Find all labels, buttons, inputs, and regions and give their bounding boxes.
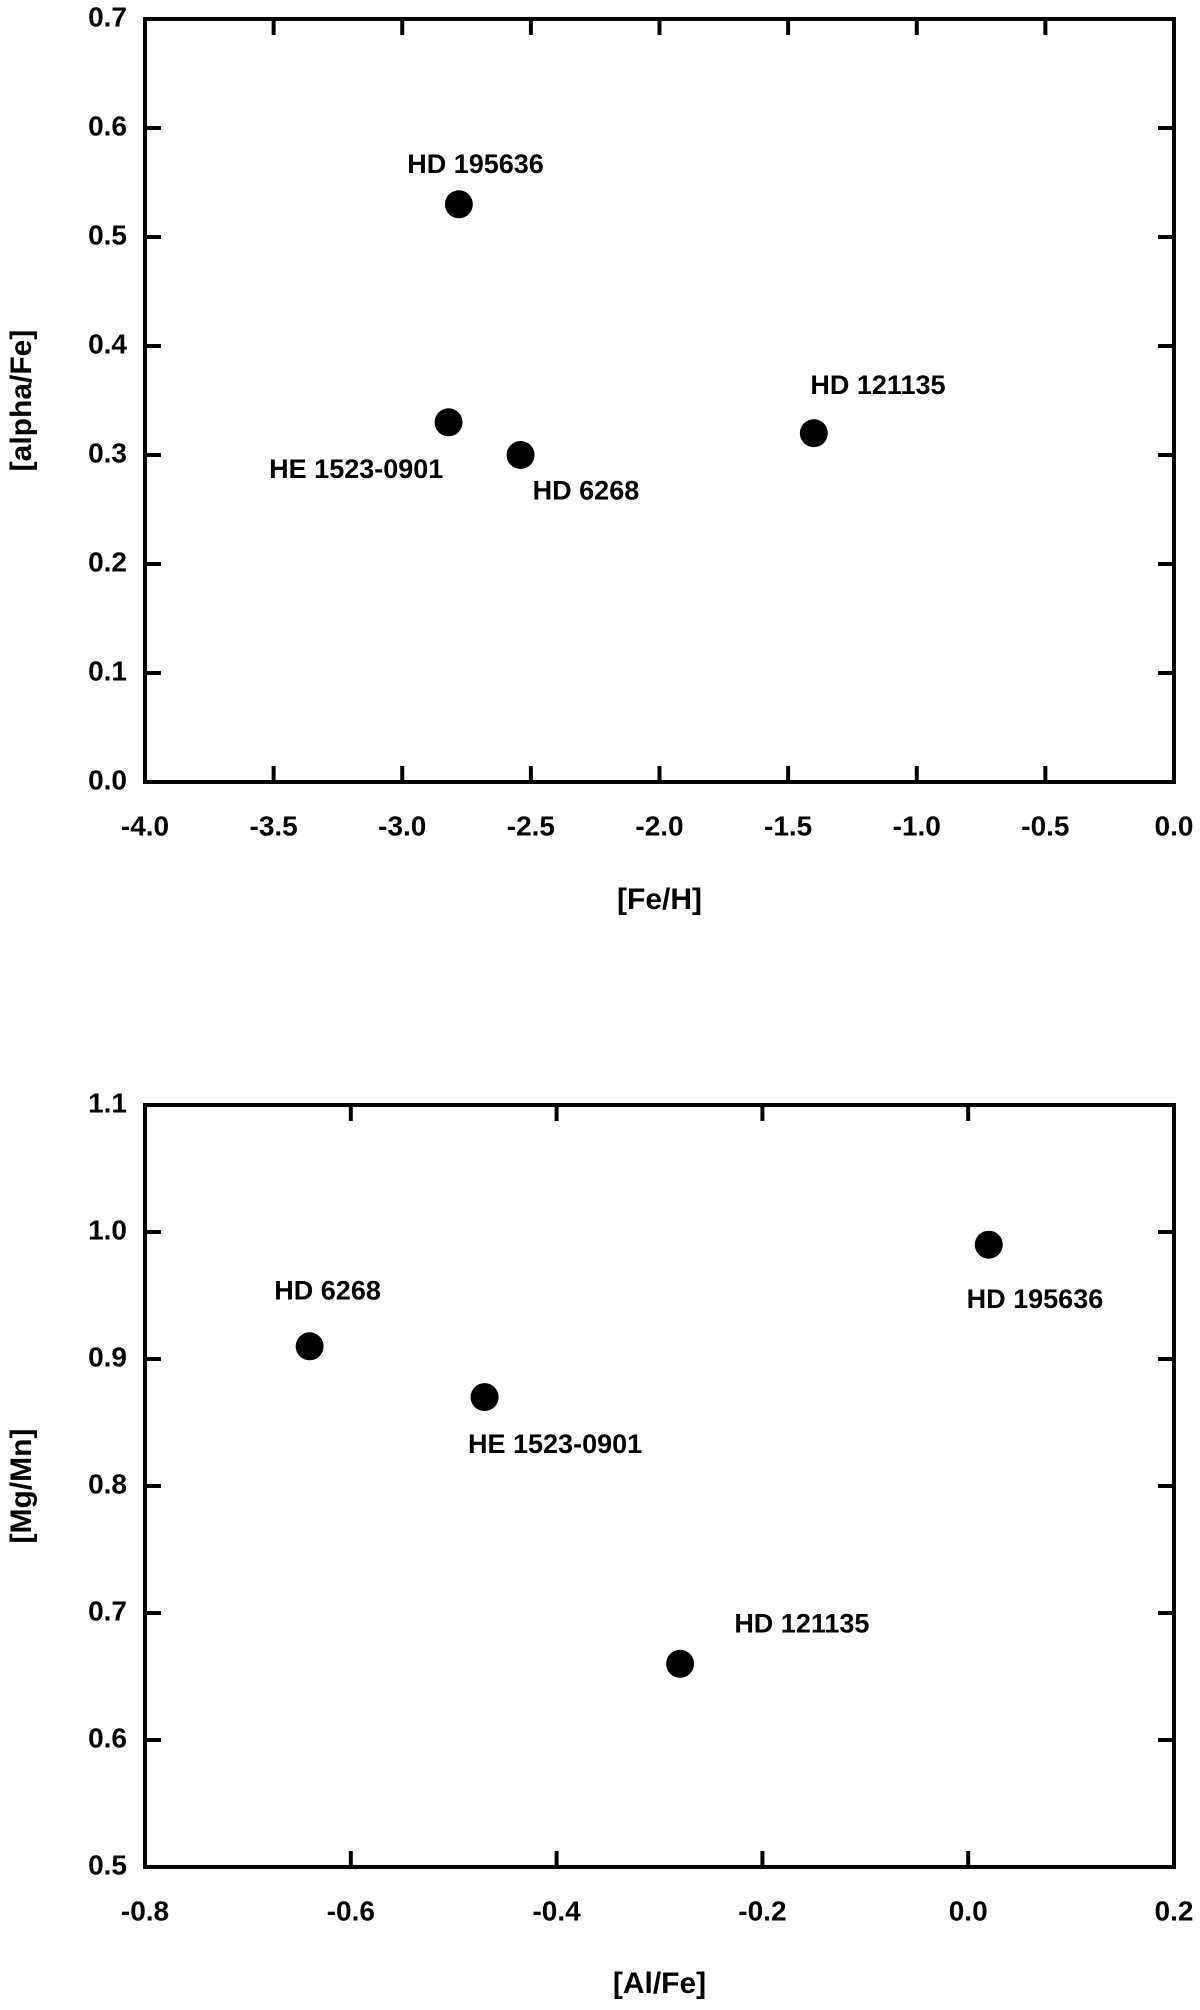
y-axis-label: [Mg/Mn] [5,1429,38,1544]
point-label: HD 195636 [407,149,544,179]
y-tick-label: 0.5 [88,219,127,250]
y-tick-label: 0.0 [88,764,127,795]
y-tick-label: 1.0 [88,1214,127,1245]
x-tick-label: 0.2 [1155,1895,1194,1926]
x-tick-label: -0.8 [121,1895,169,1926]
point-label: HD 6268 [533,475,640,505]
point-label: HD 121135 [810,370,945,400]
data-point [799,419,828,448]
y-tick-label: 1.1 [88,1087,127,1118]
point-label: HD 6268 [274,1276,381,1306]
x-tick-label: -4.0 [121,810,169,841]
data-point [506,441,535,469]
plot-frame [143,17,1176,784]
data-point [666,1649,695,1678]
point-label: HE 1523-0901 [269,454,443,484]
y-tick-label: 0.1 [88,655,127,686]
point-label: HD 121135 [734,1608,869,1638]
data-point [434,408,463,437]
x-tick-label: -0.4 [532,1895,581,1926]
y-tick-label: 0.7 [88,1595,127,1626]
y-tick-label: 0.3 [88,437,127,468]
point-label: HE 1523-0901 [468,1429,642,1459]
x-tick-label: -3.0 [378,810,426,841]
x-tick-label: -2.5 [507,810,555,841]
y-axis-label: [alpha/Fe] [5,330,38,472]
x-tick-label: -0.6 [327,1895,375,1926]
y-tick-label: 0.9 [88,1341,127,1372]
x-tick-label: -0.2 [738,1895,786,1926]
y-tick-label: 0.4 [88,328,127,359]
x-tick-label: 0.0 [1155,810,1194,841]
data-point [295,1332,324,1361]
data-point [470,1383,499,1412]
x-tick-label: -1.5 [764,810,812,841]
y-tick-label: 0.8 [88,1468,127,1499]
y-tick-label: 0.6 [88,1722,127,1753]
y-tick-label: 0.5 [88,1849,127,1880]
x-tick-label: -1.0 [893,810,941,841]
x-tick-label: 0.0 [949,1895,988,1926]
x-tick-label: -0.5 [1021,810,1069,841]
x-axis-label: [Fe/H] [617,883,702,916]
plot-frame [143,1103,1176,1869]
y-tick-label: 0.7 [88,1,127,32]
y-tick-label: 0.6 [88,110,127,141]
point-label: HD 195636 [967,1284,1104,1314]
data-point [444,190,473,219]
x-tick-label: -3.5 [250,810,298,841]
data-point [974,1230,1003,1259]
y-tick-label: 0.2 [88,546,127,577]
x-axis-label: [Al/Fe] [613,1967,706,2000]
x-tick-label: -2.0 [635,810,683,841]
